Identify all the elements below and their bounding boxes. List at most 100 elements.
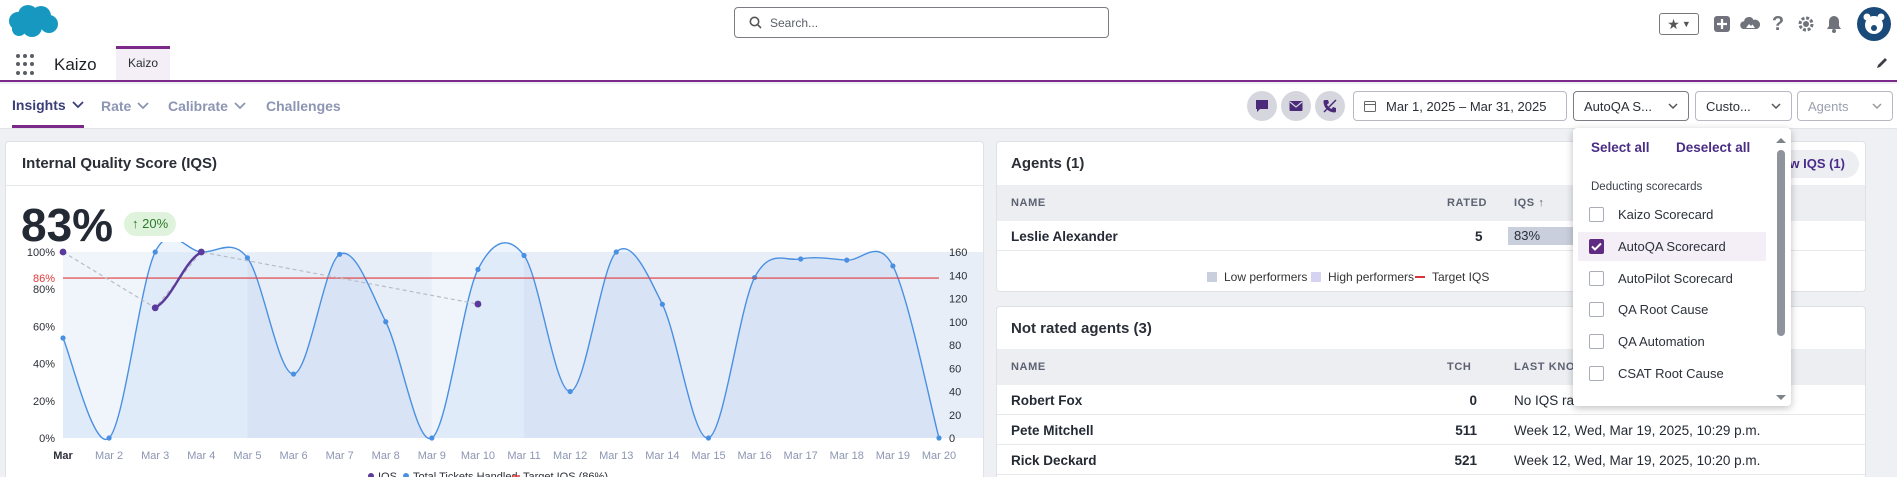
- y-right-tick-label: 0: [949, 433, 955, 445]
- nav-tab-kaizo[interactable]: Kaizo: [116, 46, 171, 80]
- x-tick-label: Mar 20: [922, 450, 956, 462]
- search-icon: [749, 16, 762, 29]
- checkbox[interactable]: [1589, 334, 1604, 349]
- column-rated[interactable]: RATED: [1447, 197, 1488, 209]
- trailhead-button[interactable]: [1737, 11, 1763, 37]
- tickets-point: [152, 249, 158, 255]
- y-left-tick-label: 40%: [33, 359, 55, 371]
- scroll-up-icon[interactable]: [1775, 136, 1787, 144]
- scorecard-option-csat-root-cause[interactable]: CSAT Root Cause: [1578, 359, 1766, 388]
- column-name[interactable]: NAME: [1011, 197, 1046, 209]
- phone-off-icon: [1323, 99, 1337, 113]
- tickets-point: [705, 435, 712, 441]
- chat-channel-button[interactable]: [1247, 91, 1277, 121]
- global-search-input[interactable]: Search...: [734, 7, 1109, 38]
- agents-card-title: Agents (1): [1011, 155, 1085, 172]
- select-all-button[interactable]: Select all: [1591, 140, 1650, 155]
- shaded-band: [63, 252, 248, 438]
- chevron-down-icon: [234, 102, 246, 110]
- y-left-tick-label: 60%: [33, 321, 55, 333]
- global-header: Search... ★ ▼ ?: [0, 0, 1897, 44]
- iqs-point: [59, 248, 67, 256]
- agent-name: Robert Fox: [1011, 393, 1083, 408]
- scroll-down-icon[interactable]: [1775, 394, 1787, 402]
- custom-filter-value: Custo...: [1706, 98, 1751, 114]
- setup-button[interactable]: [1793, 11, 1819, 37]
- global-actions-button[interactable]: [1709, 11, 1735, 37]
- phone-channel-button[interactable]: [1315, 91, 1345, 121]
- checkbox[interactable]: [1589, 366, 1604, 381]
- date-range-value: Mar 1, 2025 – Mar 31, 2025: [1386, 98, 1547, 114]
- iqs-point: [474, 300, 482, 308]
- email-channel-button[interactable]: [1281, 91, 1311, 121]
- calendar-icon: [1364, 101, 1376, 112]
- table-row[interactable]: Robert Fox 0 No IQS ra: [997, 385, 1865, 415]
- tab-challenges-label: Challenges: [266, 98, 341, 114]
- tab-insights[interactable]: Insights: [12, 84, 84, 128]
- y-right-tick-label: 120: [949, 294, 967, 306]
- app-launcher-icon[interactable]: [16, 54, 38, 76]
- legend-label: Target IQS (86%): [523, 471, 608, 477]
- agent-name: Leslie Alexander: [1011, 229, 1118, 244]
- scorecard-filter[interactable]: AutoQA S...: [1573, 91, 1689, 121]
- column-iqs[interactable]: IQS ↑: [1514, 197, 1545, 209]
- column-last-known[interactable]: LAST KNO: [1514, 361, 1576, 373]
- legend-low-performers: Low performers: [1207, 270, 1307, 284]
- scorecard-option-autoqa[interactable]: AutoQA Scorecard: [1578, 232, 1766, 261]
- tickets-point: [290, 371, 297, 377]
- scorecard-option-kaizo[interactable]: Kaizo Scorecard: [1578, 200, 1766, 229]
- star-icon: ★: [1667, 15, 1680, 32]
- table-row[interactable]: Pete Mitchell 511 Week 12, Wed, Mar 19, …: [997, 415, 1865, 445]
- y-left-tick-label: 80%: [33, 284, 55, 296]
- option-label: AutoQA Scorecard: [1618, 239, 1726, 254]
- table-row[interactable]: Rick Deckard 521 Week 12, Wed, Mar 19, 2…: [997, 445, 1865, 475]
- help-button[interactable]: ?: [1765, 11, 1791, 37]
- y-left-tick-label: 0%: [39, 433, 55, 445]
- checkbox[interactable]: [1589, 239, 1604, 254]
- agent-tch: 0: [1469, 393, 1477, 408]
- agent-last-known: No IQS ra: [1514, 393, 1575, 408]
- y-right-tick-label: 160: [949, 247, 967, 259]
- salesforce-logo-icon[interactable]: [4, 4, 60, 40]
- checkbox[interactable]: [1589, 207, 1604, 222]
- scorecard-option-autopilot[interactable]: AutoPilot Scorecard: [1578, 264, 1766, 293]
- agent-last-known: Week 12, Wed, Mar 19, 2025, 10:20 p.m.: [1514, 453, 1761, 468]
- iqs-value: 83%: [21, 199, 114, 251]
- notifications-button[interactable]: [1821, 11, 1847, 37]
- deselect-all-button[interactable]: Deselect all: [1676, 140, 1751, 155]
- checkbox[interactable]: [1589, 302, 1604, 317]
- tab-rate[interactable]: Rate: [101, 84, 149, 128]
- tickets-point: [106, 435, 112, 441]
- iqs-card-header: Internal Quality Score (IQS): [6, 142, 983, 186]
- scrollbar-thumb[interactable]: [1777, 150, 1785, 336]
- scorecard-option-qa-root-cause[interactable]: QA Root Cause: [1578, 295, 1766, 324]
- tab-calibrate[interactable]: Calibrate: [168, 84, 246, 128]
- legend-label: Total Tickets Handled: [413, 471, 518, 477]
- gear-icon: [1798, 16, 1814, 32]
- legend-high-performers: High performers: [1311, 270, 1414, 284]
- date-range-picker[interactable]: Mar 1, 2025 – Mar 31, 2025: [1353, 91, 1567, 121]
- user-avatar[interactable]: [1857, 7, 1891, 41]
- checkbox[interactable]: [1589, 271, 1604, 286]
- option-label: AutoPilot Scorecard: [1618, 271, 1733, 286]
- agents-filter[interactable]: Agents: [1797, 91, 1893, 121]
- column-tch[interactable]: TCH: [1447, 361, 1472, 373]
- y-right-tick-label: 140: [949, 270, 967, 282]
- legend-marker: [403, 473, 409, 477]
- tab-challenges[interactable]: Challenges: [266, 84, 341, 128]
- dropdown-scrollbar[interactable]: [1775, 136, 1787, 402]
- edit-pencil-icon[interactable]: [1875, 56, 1889, 70]
- scorecard-option-qa-automation[interactable]: QA Automation: [1578, 327, 1766, 356]
- x-tick-label: Mar 9: [418, 450, 446, 462]
- search-placeholder: Search...: [770, 15, 819, 30]
- shaded-band: [524, 252, 983, 438]
- agents-filter-value: Agents: [1808, 98, 1849, 114]
- x-tick-label: Mar 5: [233, 450, 261, 462]
- custom-filter[interactable]: Custo...: [1695, 91, 1792, 121]
- x-tick-label: Mar 14: [645, 450, 679, 462]
- y-right-tick-label: 40: [949, 387, 961, 399]
- favorites-button[interactable]: ★ ▼: [1659, 13, 1699, 35]
- column-name[interactable]: NAME: [1011, 361, 1046, 373]
- y-left-tick-label: 100%: [27, 247, 55, 259]
- x-tick-label: Mar 2: [95, 450, 123, 462]
